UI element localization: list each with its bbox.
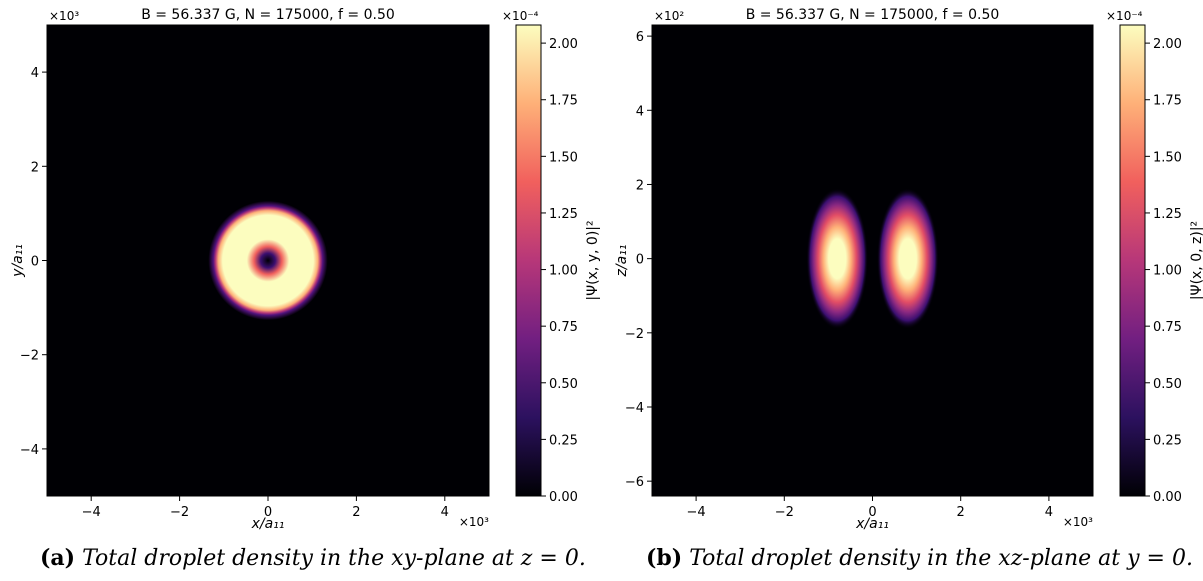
x-axis-label: x/a₁₁ [251, 516, 285, 530]
density-lobe [876, 188, 939, 330]
x-tick-label: −2 [775, 505, 794, 520]
x-axis-label: x/a₁₁ [855, 516, 889, 530]
colorbar [1119, 24, 1146, 497]
caption-a-text: Total droplet density in the xy-plane at… [82, 546, 586, 571]
chart-title: B = 56.337 G, N = 175000, f = 0.50 [141, 7, 395, 23]
colorbar-tick-label: 0.00 [1153, 490, 1182, 505]
y-tick-label: −4 [625, 401, 644, 416]
y-tick-label: 2 [31, 160, 39, 175]
x-multiplier: ×10³ [1063, 515, 1093, 529]
x-tick-label: −4 [687, 505, 706, 520]
x-tick-label: 2 [957, 505, 965, 520]
colorbar-tick-label: 0.75 [1153, 320, 1182, 335]
x-tick-label: 0 [264, 505, 272, 520]
chart-b-svg: −4 −2 0 2 4 −6 −4 −2 0 2 4 6 ×10² ×10³ B = 56.337 G, N… [614, 7, 1203, 530]
caption-a-label: (a) [40, 545, 76, 571]
y-tick-label: −2 [20, 349, 39, 364]
x-tick-label: 4 [441, 505, 449, 520]
colorbar-tick-label: 0.00 [549, 490, 578, 505]
chart-a-svg: −4 −2 0 2 4 −4 −2 0 2 4 ×10³ ×10³ B = 56.337 G, N = … [10, 7, 600, 530]
x-multiplier: ×10³ [459, 515, 489, 529]
colorbar-tick-label: 0.25 [1153, 433, 1182, 448]
density-ring [208, 200, 328, 321]
colorbar-tick-label: 0.25 [549, 433, 578, 448]
colorbar-tick-label: 2.00 [1153, 37, 1182, 52]
colorbar-tick-label: 1.75 [1153, 94, 1182, 109]
y-tick-label: 0 [636, 253, 644, 268]
colorbar [515, 24, 542, 497]
density-a [208, 200, 328, 321]
y-tick-label: 2 [636, 178, 644, 193]
caption-b-label: (b) [646, 545, 683, 571]
colorbar-label: |Ψ(x, y, 0)|² [585, 220, 600, 300]
y-multiplier: ×10³ [49, 9, 79, 23]
y-multiplier: ×10² [654, 9, 684, 23]
x-tick-label: 2 [352, 505, 360, 520]
colorbar-tick-label: 1.25 [549, 207, 578, 222]
x-tick-label: −4 [82, 505, 101, 520]
colorbar-tick-label: 1.25 [1153, 207, 1182, 222]
y-tick-label: −4 [20, 443, 39, 458]
colorbar-multiplier: ×10⁻⁴ [1106, 9, 1143, 23]
colorbar-tick-label: 0.50 [549, 377, 578, 392]
y-tick-label: 4 [636, 104, 644, 119]
colorbar-label: |Ψ(x, 0, z)|² [1189, 221, 1203, 300]
caption-b: (b) Total droplet density in the xz-plan… [646, 545, 1193, 571]
colorbar-tick-label: 0.50 [1153, 377, 1182, 392]
colorbar-tick-label: 2.00 [549, 37, 578, 52]
y-tick-label: −6 [625, 475, 644, 490]
panel-b: −4 −2 0 2 4 −6 −4 −2 0 2 4 6 ×10² ×10³ B = 56.337 G, N… [604, 0, 1203, 530]
colorbar-tick-label: 0.75 [549, 320, 578, 335]
colorbar-tick-label: 1.00 [1153, 264, 1182, 279]
density-lobe [806, 188, 869, 330]
y-tick-label: −2 [625, 327, 644, 342]
colorbar-tick-label: 1.00 [549, 264, 578, 279]
colorbar-tick-label: 1.50 [549, 150, 578, 165]
y-axis-label: z/a₁₁ [614, 245, 630, 278]
y-tick-label: 4 [31, 66, 39, 81]
x-tick-label: −2 [170, 505, 189, 520]
x-tick-label: 4 [1045, 505, 1053, 520]
chart-title: B = 56.337 G, N = 175000, f = 0.50 [746, 7, 1000, 23]
density-b [806, 188, 939, 330]
x-tick-label: 0 [868, 505, 876, 520]
y-tick-label: 6 [636, 30, 644, 45]
colorbar-tick-label: 1.50 [1153, 150, 1182, 165]
panel-a: −4 −2 0 2 4 −4 −2 0 2 4 ×10³ ×10³ B = 56.337 G, N = … [0, 0, 600, 530]
y-axis-label: y/a₁₁ [10, 244, 26, 278]
caption-b-text: Total droplet density in the xz-plane at… [689, 546, 1193, 571]
caption-a: (a) Total droplet density in the xy-plan… [40, 545, 586, 571]
colorbar-multiplier: ×10⁻⁴ [502, 9, 539, 23]
y-tick-label: 0 [31, 255, 39, 270]
colorbar-tick-label: 1.75 [549, 94, 578, 109]
plot-area-b [652, 25, 1093, 496]
